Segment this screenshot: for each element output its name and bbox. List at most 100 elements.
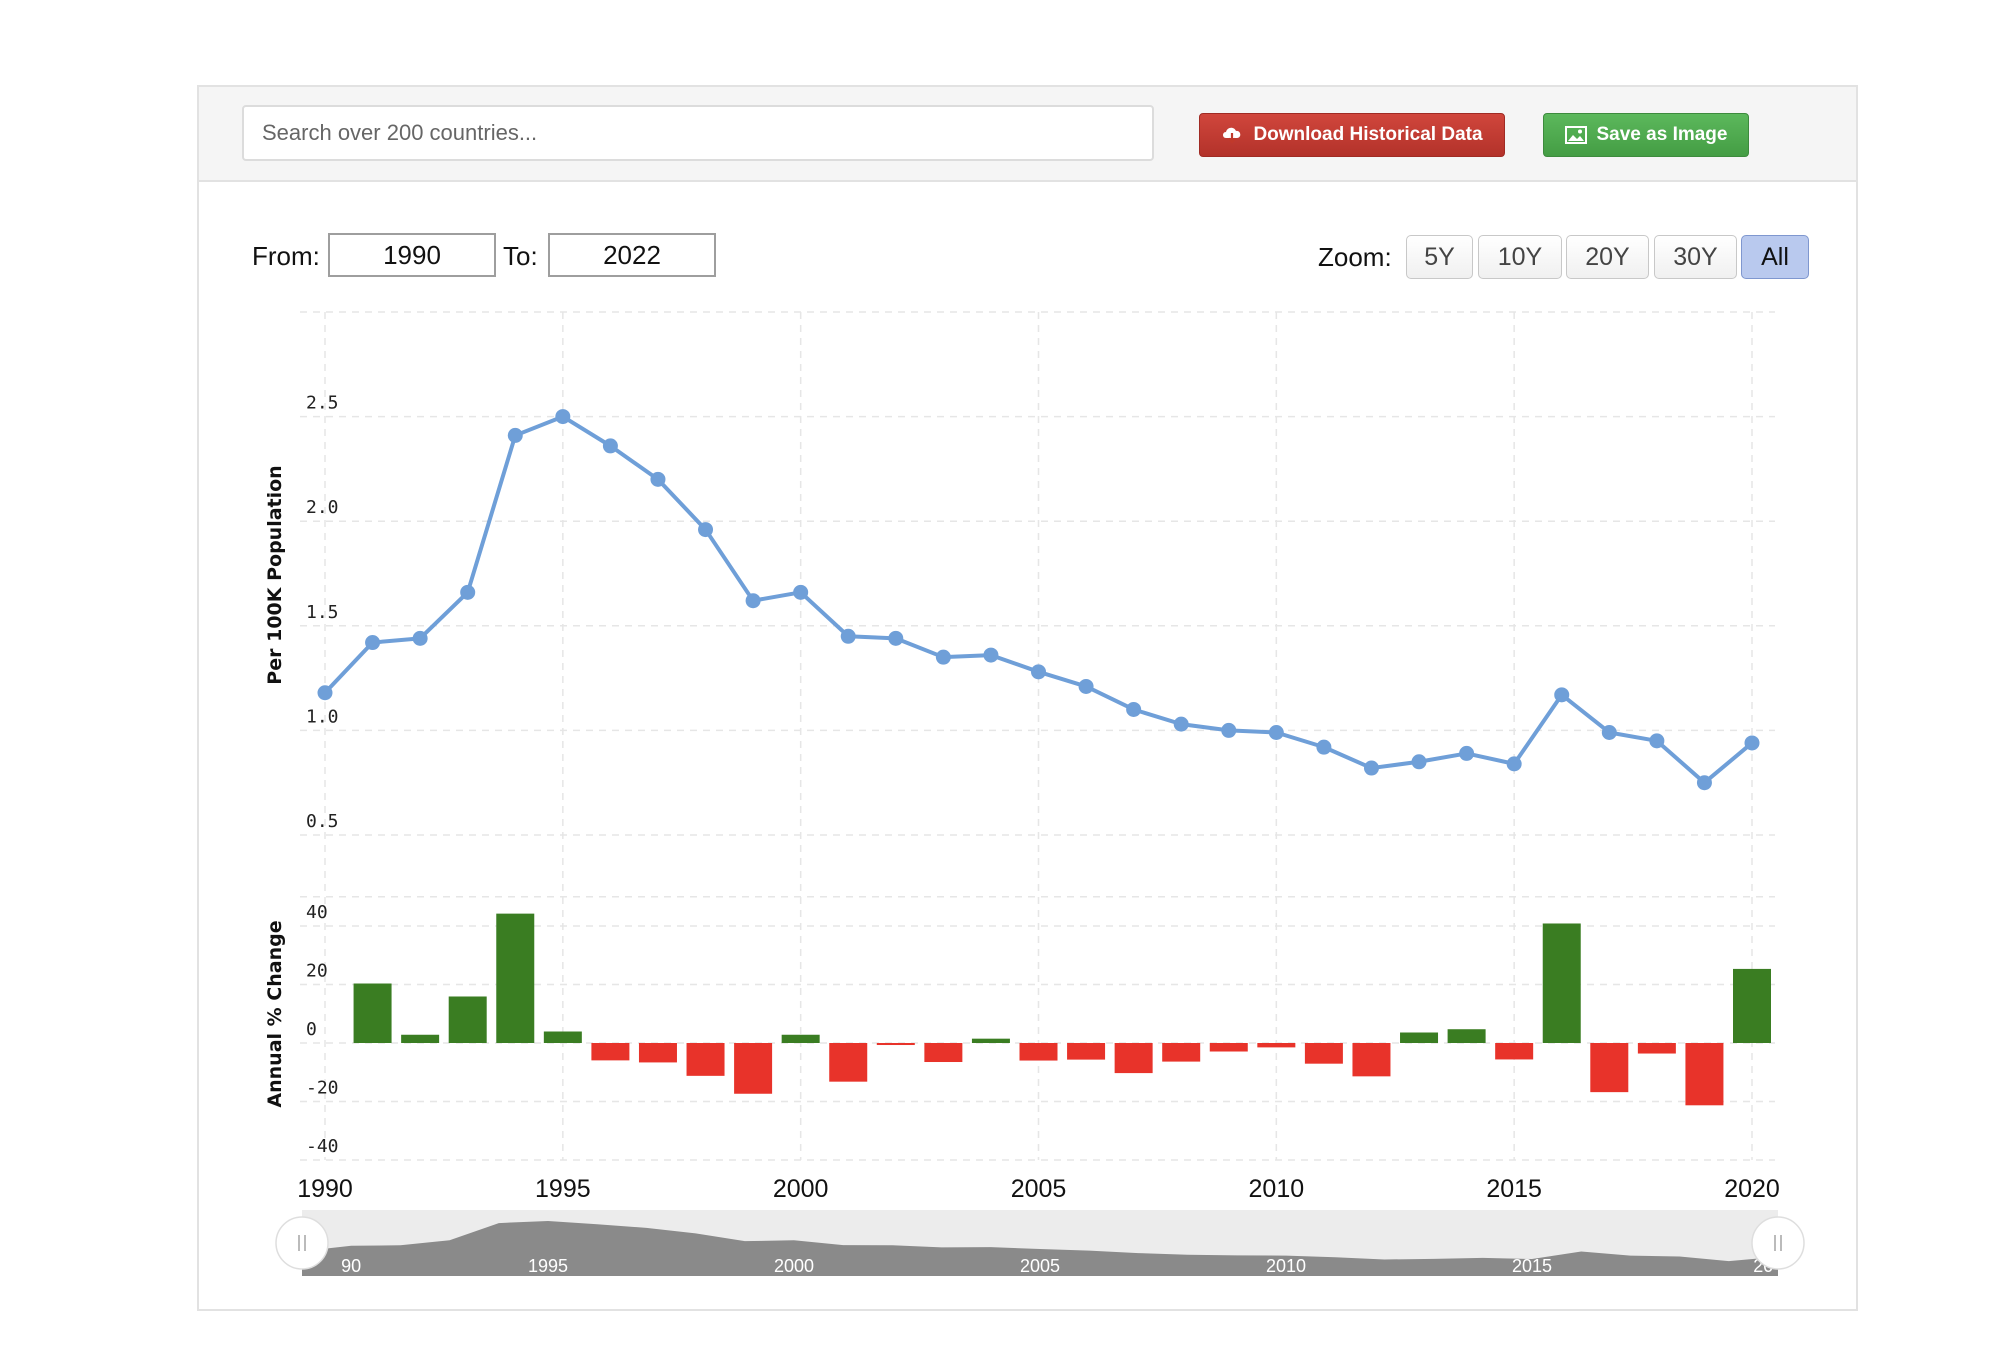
y-tick-label: 0 — [306, 1019, 317, 1040]
from-year-input[interactable]: 1990 — [328, 233, 496, 277]
data-point[interactable] — [1268, 724, 1284, 740]
navigator-tick-label: 2015 — [1512, 1256, 1552, 1276]
y-tick-label: 40 — [306, 902, 328, 923]
change-bar — [401, 1034, 440, 1043]
y-tick-label: -40 — [306, 1136, 339, 1157]
data-point[interactable] — [365, 635, 381, 651]
data-point[interactable] — [412, 630, 428, 646]
y-tick-label: 0.5 — [306, 811, 339, 832]
y-tick-label: -20 — [306, 1078, 339, 1099]
change-bar — [1304, 1043, 1343, 1064]
image-icon — [1564, 126, 1587, 144]
change-bar — [1400, 1032, 1439, 1043]
change-bar — [1114, 1043, 1153, 1074]
zoom-5y-button[interactable]: 5Y — [1406, 235, 1473, 279]
data-point[interactable] — [460, 584, 476, 600]
change-bar — [1447, 1029, 1486, 1043]
data-point[interactable] — [555, 409, 571, 425]
data-point[interactable] — [1459, 745, 1475, 761]
data-point[interactable] — [1173, 716, 1189, 732]
change-bar — [1162, 1043, 1201, 1062]
change-bar — [1019, 1043, 1058, 1061]
data-point[interactable] — [1126, 701, 1142, 717]
change-bar — [353, 983, 392, 1043]
data-point[interactable] — [650, 471, 666, 487]
change-bar — [1542, 923, 1581, 1043]
change-bar — [1685, 1043, 1724, 1106]
y-tick-label: 1.0 — [306, 706, 339, 727]
download-button-label: Download Historical Data — [1253, 124, 1483, 145]
navigator-tick-label: 2000 — [774, 1256, 814, 1276]
data-point[interactable] — [983, 647, 999, 663]
change-bar — [734, 1043, 773, 1094]
x-tick-label: 2005 — [1011, 1175, 1067, 1203]
x-tick-label: 1995 — [535, 1175, 591, 1203]
navigator-ticks: 90 1995 2000 2005 2010 2015 20 — [341, 1256, 1773, 1276]
y-tick-label: 2.0 — [306, 497, 339, 518]
toolbar: Download Historical Data Save as Image — [199, 87, 1856, 182]
data-point[interactable] — [1078, 678, 1094, 694]
navigator-tick-label: 90 — [341, 1256, 361, 1276]
change-bar — [1733, 968, 1771, 1043]
x-tick-label: 1990 — [297, 1175, 353, 1203]
data-point[interactable] — [602, 438, 618, 454]
data-point[interactable] — [1696, 775, 1712, 791]
from-label: From: — [252, 241, 320, 271]
data-point[interactable] — [317, 685, 333, 701]
change-bar — [1209, 1043, 1248, 1052]
data-point[interactable] — [1221, 722, 1237, 738]
x-axis-ticks: 1990 1995 2000 2005 2010 2015 2020 — [297, 1175, 1780, 1203]
zoom-30y-button[interactable]: 30Y — [1654, 235, 1737, 279]
change-bar — [686, 1043, 725, 1076]
data-point[interactable] — [888, 630, 904, 646]
change-bar — [781, 1034, 820, 1043]
navigator-right-handle[interactable] — [1751, 1216, 1805, 1270]
data-point[interactable] — [745, 593, 761, 609]
data-point[interactable] — [1506, 756, 1522, 772]
change-bar — [496, 913, 535, 1043]
to-year-input[interactable]: 2022 — [548, 233, 716, 277]
to-label: To: — [503, 241, 538, 271]
cloud-download-icon — [1221, 125, 1243, 145]
data-point[interactable] — [793, 584, 809, 600]
data-point[interactable] — [1649, 733, 1665, 749]
data-point[interactable] — [1554, 687, 1570, 703]
x-tick-label: 2010 — [1249, 1175, 1305, 1203]
data-point[interactable] — [1031, 664, 1046, 680]
y-tick-label: 1.5 — [306, 602, 339, 623]
change-bar — [591, 1043, 630, 1061]
change-bar — [876, 1043, 915, 1046]
data-point[interactable] — [1316, 739, 1332, 755]
navigator-area — [302, 1221, 1778, 1276]
chart-panel: Download Historical Data Save as Image F… — [197, 85, 1858, 1311]
change-bar — [543, 1031, 582, 1043]
annual-change-bars — [353, 913, 1771, 1106]
y-tick-label: 20 — [306, 961, 328, 982]
zoom-20y-button[interactable]: 20Y — [1566, 235, 1649, 279]
download-historical-data-button[interactable]: Download Historical Data — [1199, 113, 1505, 157]
data-point[interactable] — [507, 427, 523, 443]
zoom-label: Zoom: — [1318, 242, 1392, 272]
zoom-10y-button[interactable]: 10Y — [1478, 235, 1562, 279]
top-y-axis-label: Per 100K Population — [264, 465, 286, 684]
zoom-all-button[interactable]: All — [1741, 235, 1809, 279]
change-bar — [829, 1043, 868, 1082]
change-bar — [1637, 1043, 1676, 1054]
change-bar — [1352, 1043, 1391, 1077]
navigator-left-handle[interactable] — [275, 1216, 329, 1270]
x-tick-label: 2015 — [1486, 1175, 1542, 1203]
change-bar — [1257, 1043, 1296, 1048]
data-point[interactable] — [935, 649, 951, 665]
data-point[interactable] — [1744, 735, 1760, 751]
bottom-y-axis-label: Annual % Change — [264, 920, 286, 1107]
save-as-image-button[interactable]: Save as Image — [1543, 113, 1749, 157]
data-point[interactable] — [698, 522, 714, 538]
data-point[interactable] — [1601, 724, 1617, 740]
country-search-input[interactable] — [242, 105, 1154, 161]
navigator[interactable]: 90 1995 2000 2005 2010 2015 20 — [275, 1210, 1805, 1276]
data-point[interactable] — [1411, 754, 1427, 770]
data-point[interactable] — [840, 628, 856, 644]
data-point[interactable] — [1363, 760, 1379, 776]
per-100k-line-series — [317, 409, 1760, 791]
